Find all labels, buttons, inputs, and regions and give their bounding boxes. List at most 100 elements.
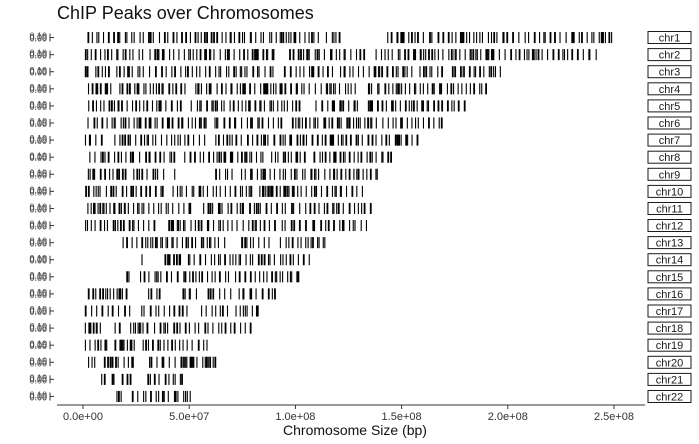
peak-mark [260,83,262,95]
peak-mark [318,49,320,61]
panel-y-tick-label: 0.10 [29,134,47,144]
peak-mark [189,202,192,214]
panel-y-tick-label: 0.00 [29,239,47,249]
peak-mark [342,151,345,163]
peak-mark [450,83,453,95]
peak-mark [249,202,251,214]
peak-mark [127,202,129,214]
peak-mark [336,117,339,129]
facet-strip-box [647,219,692,232]
peak-mark [245,100,247,112]
facet-chr21: 0.000.050.10 chr21 [29,372,692,386]
peak-mark [225,32,227,44]
peak-mark [88,322,91,334]
peak-mark [230,202,233,214]
peak-mark [131,390,134,402]
peak-mark [199,185,202,197]
peak-mark [219,254,221,266]
peak-mark [188,49,190,61]
peak-mark [355,117,358,129]
peak-mark [191,66,193,78]
peak-mark [106,339,108,351]
peak-mark [184,288,186,300]
peak-mark [559,32,561,44]
peak-mark [370,100,373,112]
peak-mark [118,390,120,402]
peak-mark [139,151,141,163]
peak-mark [289,49,291,61]
peak-mark [251,151,253,163]
peak-mark [342,202,344,214]
peak-mark [239,305,241,317]
peak-mark [210,83,212,95]
peak-mark [190,100,192,112]
peak-mark [357,168,360,180]
peak-mark [252,237,254,249]
peak-mark [143,220,145,232]
peak-mark [124,117,127,129]
peak-mark [118,168,121,180]
peak-mark [199,254,202,266]
peak-mark [216,151,218,163]
peak-mark [101,117,104,129]
peak-mark [369,83,371,95]
peak-mark [326,83,329,95]
panel-y-tick-label: 0.10 [29,151,47,161]
peak-mark [302,254,305,266]
peak-mark [141,254,143,266]
peak-mark [91,305,93,317]
peak-mark [233,49,235,61]
peak-mark [184,271,187,283]
peak-mark [203,339,205,351]
peak-mark [604,32,606,44]
peak-mark [163,322,165,334]
peak-mark [245,185,247,197]
peak-mark [121,100,123,112]
peak-mark [120,151,122,163]
peak-mark [392,83,394,95]
peak-mark [473,83,476,95]
peak-mark [139,32,141,44]
peak-mark [490,32,493,44]
peak-mark [506,32,509,44]
peak-mark [391,100,394,112]
facet-strip-label: chr19 [656,340,684,352]
peak-mark [315,185,318,197]
peak-mark [142,66,144,78]
peak-mark [238,254,240,266]
peak-mark [158,202,160,214]
panel-y-tick-label: 0.05 [29,186,47,196]
peak-mark [161,185,164,197]
peak-mark [110,83,112,95]
peak-mark [163,305,165,317]
peak-mark [120,117,122,129]
peak-mark [333,100,335,112]
peak-mark [287,151,289,163]
peak-mark [229,254,231,266]
peak-mark [578,32,580,44]
peak-mark [291,117,294,129]
peak-mark [143,100,145,112]
facet-chr2: 0.000.050.10 chr2 [29,48,692,62]
peak-mark [122,49,124,61]
peak-mark [185,237,188,249]
peak-mark [196,66,198,78]
peak-mark [180,83,183,95]
peak-mark [91,83,94,95]
peak-mark [339,49,341,61]
facet-chr9: 0.000.050.10 chr9 [29,167,692,181]
peak-mark [269,32,271,44]
peak-mark [221,305,224,317]
peak-mark [111,356,114,368]
facet-strip-label: chr22 [656,392,684,404]
peak-mark [165,237,167,249]
peak-mark [133,220,135,232]
peak-mark [132,151,134,163]
facet-strip-box [647,270,692,284]
panel-y-tick-label: 0.05 [29,289,47,299]
panel-y-tick-label: 0.10 [29,202,47,212]
peak-mark [431,32,433,44]
peak-mark [107,49,109,61]
peak-mark [265,49,268,61]
peak-mark [85,220,87,232]
